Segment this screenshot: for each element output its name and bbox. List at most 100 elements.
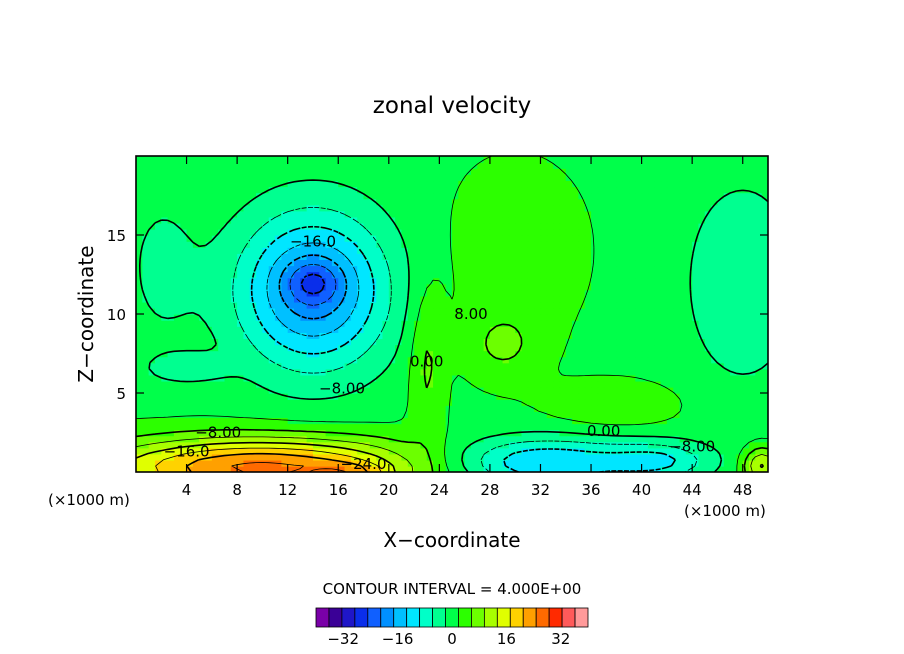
field-cell [180,277,188,285]
field-cell [660,393,668,400]
field-cell [622,356,630,364]
field-cell [452,435,460,443]
field-cell [319,320,327,327]
field-cell [186,362,194,370]
field-cell [401,222,409,230]
field-cell [180,380,188,388]
field-cell [433,338,441,346]
field-cell [742,338,750,346]
field-cell [546,186,554,194]
field-cell [331,271,339,279]
field-cell [262,429,270,437]
field-cell [388,344,396,352]
field-cell [376,374,384,382]
field-cell [730,320,738,327]
field-cell [521,405,529,412]
field-cell [363,271,371,279]
field-cell [730,204,738,212]
field-cell [736,453,744,461]
field-cell [357,465,365,472]
field-cell [218,459,226,467]
field-cell [414,423,422,431]
field-cell [224,174,232,182]
field-cell [249,265,257,273]
field-cell [685,253,693,261]
field-cell [584,386,592,394]
field-cell [180,253,188,261]
field-cell [572,295,580,303]
field-cell [704,320,712,327]
field-cell [673,277,681,285]
field-cell [723,429,731,437]
field-cell [445,210,453,218]
field-cell [470,320,478,327]
field-cell [521,186,529,194]
field-cell [489,307,497,315]
field-cell [628,222,636,230]
field-cell [414,186,422,194]
field-cell [534,198,542,206]
field-cell [369,465,377,472]
field-cell [692,338,700,346]
field-cell [628,180,636,188]
field-cell [338,362,346,370]
field-cell [723,386,731,394]
field-cell [401,447,409,455]
field-cell [186,186,194,194]
field-cell [167,198,175,206]
field-cell [388,429,396,437]
field-cell [186,320,194,327]
field-cell [477,429,485,437]
field-cell [742,423,750,431]
field-cell [508,283,516,291]
field-cell [616,235,624,242]
field-cell [610,399,618,406]
field-cell [749,247,757,254]
field-cell [249,295,257,303]
field-cell [452,320,460,327]
field-cell [534,235,542,242]
field-cell [477,459,485,467]
field-cell [572,393,580,400]
field-cell [192,447,200,455]
field-cell [534,411,542,419]
field-cell [312,393,320,400]
field-cell [540,216,548,224]
field-cell [142,247,150,254]
field-cell [275,429,283,437]
field-cell [496,295,504,303]
field-cell [483,307,491,315]
field-cell [698,459,706,467]
field-cell [641,465,649,472]
field-cell [559,216,567,224]
field-cell [723,374,731,382]
field-cell [281,235,289,242]
field-cell [325,459,333,467]
field-cell [711,399,719,406]
field-cell [698,204,706,212]
field-cell [464,180,472,188]
field-cell [142,423,150,431]
field-cell [584,423,592,431]
field-cell [376,429,384,437]
field-cell [407,241,415,248]
field-cell [635,356,643,364]
field-cell [268,332,276,340]
field-cell [508,253,516,261]
field-cell [622,301,630,309]
field-cell [755,380,763,388]
field-cell [679,356,687,364]
field-cell [521,368,529,376]
field-cell [331,289,339,297]
field-cell [312,295,320,303]
field-cell [401,247,409,254]
field-cell [275,332,283,340]
field-cell [666,423,674,431]
field-cell [268,386,276,394]
field-cell [527,314,535,321]
field-cell [167,241,175,248]
field-cell [420,374,428,382]
field-cell [679,453,687,461]
field-cell [338,289,346,297]
field-cell [553,386,561,394]
